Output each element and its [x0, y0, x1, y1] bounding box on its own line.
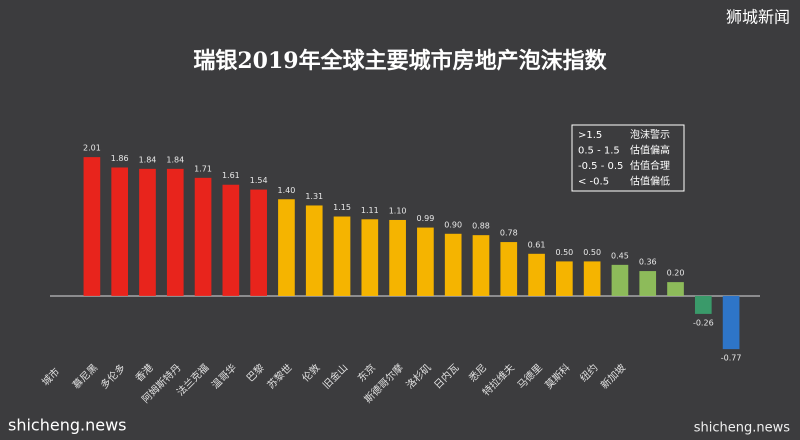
value-label: 1.84	[166, 155, 184, 164]
bar	[222, 184, 240, 296]
legend-label: 估值偏低	[630, 175, 670, 188]
bar	[472, 235, 490, 296]
value-label: 1.31	[305, 192, 323, 201]
bar	[166, 168, 184, 296]
bar	[694, 295, 712, 314]
value-label: 1.10	[389, 206, 407, 215]
bar	[305, 205, 323, 296]
value-label: 0.36	[639, 258, 657, 267]
bar	[611, 264, 629, 296]
legend-range: >1.5	[578, 130, 602, 141]
value-label: 0.99	[416, 214, 434, 223]
value-label: 1.86	[111, 154, 129, 163]
bar	[361, 219, 379, 296]
watermark: 狮城新闻	[726, 8, 790, 27]
bar	[250, 189, 267, 296]
value-label: 2.01	[83, 144, 101, 153]
bar	[583, 261, 601, 296]
legend-label: 泡沫警示	[630, 128, 670, 141]
value-label: 1.40	[278, 186, 296, 195]
bar	[111, 167, 129, 296]
value-label: -0.26	[693, 318, 714, 327]
value-label: 0.45	[611, 251, 629, 260]
value-label: 0.50	[583, 248, 601, 257]
chart-title: 瑞银2019年全球主要城市房地产泡沫指数	[193, 48, 607, 74]
bar	[722, 295, 740, 350]
legend-range: -0.5 - 0.5	[578, 161, 623, 172]
bar	[417, 227, 434, 296]
bar	[83, 157, 101, 296]
watermark: shicheng.news	[694, 421, 791, 436]
bar	[667, 282, 684, 296]
value-label: 0.90	[444, 220, 462, 229]
bar	[500, 242, 518, 296]
value-label: 0.61	[528, 240, 546, 249]
bar	[556, 261, 573, 296]
bar	[278, 199, 295, 296]
value-label: 1.54	[250, 176, 268, 185]
legend-range: < -0.5	[578, 177, 609, 188]
value-label: 1.15	[333, 203, 351, 212]
bar	[333, 216, 351, 296]
watermark: shicheng.news	[8, 416, 127, 435]
legend-label: 估值合理	[630, 159, 670, 172]
value-label: 1.71	[194, 164, 212, 173]
value-label: 0.78	[500, 229, 518, 238]
value-label: 1.11	[361, 206, 379, 215]
bar	[639, 271, 657, 296]
value-label: 0.50	[555, 248, 573, 257]
value-label: 1.61	[222, 171, 240, 180]
bar	[139, 168, 156, 296]
bar	[444, 233, 462, 296]
value-label: 1.84	[139, 155, 157, 164]
legend-label: 估值偏高	[630, 144, 670, 157]
value-label: 0.20	[667, 269, 685, 278]
bar	[389, 219, 406, 296]
legend-range: 0.5 - 1.5	[578, 146, 620, 157]
value-label: 0.88	[472, 222, 490, 231]
bar	[194, 177, 212, 296]
value-label: -0.77	[721, 354, 742, 363]
legend-box	[571, 124, 685, 192]
bar	[528, 253, 545, 296]
